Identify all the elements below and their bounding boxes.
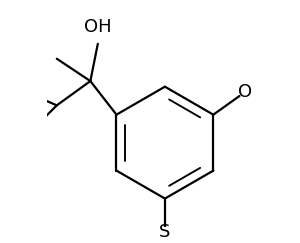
Text: OH: OH xyxy=(84,18,112,36)
Text: O: O xyxy=(238,83,252,101)
Text: S: S xyxy=(159,223,171,241)
